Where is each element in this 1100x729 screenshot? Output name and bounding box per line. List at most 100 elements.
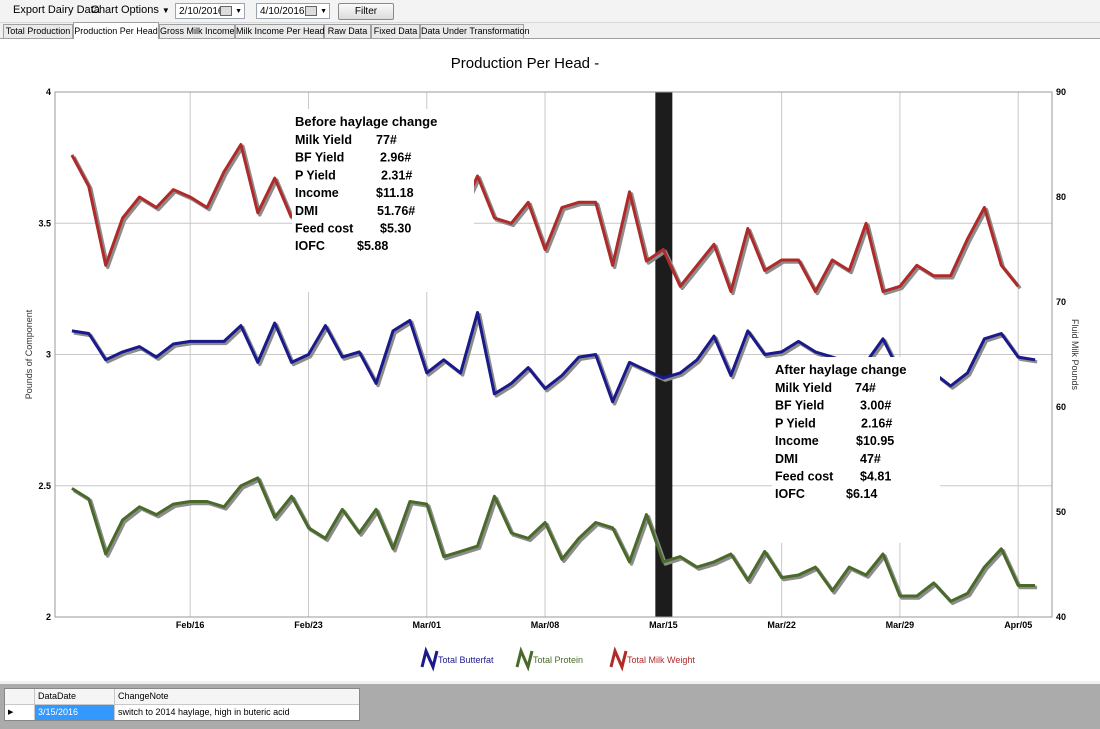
x-tick-label: Feb/23	[294, 620, 323, 630]
annotation-label: DMI	[295, 204, 318, 218]
end-date-picker[interactable]: 4/10/2016 ▼	[256, 3, 330, 19]
annotation-label: Milk Yield	[295, 133, 352, 147]
x-tick-label: Feb/16	[176, 620, 205, 630]
y-tick-label: 2	[46, 612, 51, 622]
tab-milk-income-per-head[interactable]: Milk Income Per Head	[235, 24, 325, 38]
annotation-title: Before haylage change	[295, 114, 437, 129]
annotation-value: $5.88	[357, 239, 388, 253]
y2-tick-label: 80	[1056, 192, 1066, 202]
tab-total-production[interactable]: Total Production	[3, 24, 73, 38]
tab-production-per-head[interactable]: Production Per Head	[73, 22, 159, 39]
annotation-value: $4.81	[860, 470, 891, 484]
y-tick-label: 3.5	[38, 218, 51, 228]
y2-tick-label: 40	[1056, 612, 1066, 622]
annotation-label: Feed cost	[295, 222, 354, 236]
legend: Total Butterfat Total Protein Total Milk W…	[420, 646, 695, 672]
annotation-label: DMI	[775, 452, 798, 466]
annotation-label: IOFC	[775, 487, 805, 501]
y-tick-label: 3	[46, 350, 51, 360]
annotation-label: BF Yield	[775, 399, 824, 413]
tab-fixed-data[interactable]: Fixed Data	[371, 24, 420, 38]
annotation-value: 2.31#	[381, 168, 412, 182]
series-line	[71, 476, 1036, 603]
annotation-label: Income	[775, 434, 819, 448]
chart-title: Production Per Head -	[451, 55, 599, 72]
annotation-label: P Yield	[295, 168, 336, 182]
annotation-value: 74#	[855, 381, 876, 395]
filter-button[interactable]: Filter	[338, 3, 394, 20]
column-header-datadate[interactable]: DataDate	[35, 689, 115, 704]
x-tick-label: Apr/05	[1004, 620, 1032, 630]
series-line	[70, 143, 293, 267]
series-shadow-line	[73, 312, 1038, 406]
legend-swatch-icon	[609, 646, 628, 672]
x-tick-label: Mar/08	[531, 620, 560, 630]
y2-axis-title: Fluid Milk Pounds	[1070, 319, 1080, 391]
x-tick-label: Mar/29	[886, 620, 915, 630]
cell-changenote[interactable]: switch to 2014 haylage, high in buteric …	[118, 707, 290, 717]
annotation-label: IOFC	[295, 239, 325, 253]
y2-tick-label: 90	[1056, 87, 1066, 97]
table-row[interactable]: ▶ 3/15/2016 switch to 2014 haylage, high…	[5, 705, 359, 720]
series-layer	[70, 143, 1038, 606]
legend-entry: Total Butterfat	[438, 655, 494, 665]
notes-grid: DataDate ChangeNote ▶ 3/15/2016 switch t…	[4, 688, 360, 721]
annotation-value: 3.00#	[860, 399, 891, 413]
annotation-box	[772, 357, 940, 543]
y2-tick-label: 70	[1056, 297, 1066, 307]
grid-header-row: DataDate ChangeNote	[5, 689, 359, 705]
annotation-value: 2.96#	[380, 151, 411, 165]
tab-strip: Total Production Production Per Head Gro…	[0, 22, 1100, 39]
chart-options-menu[interactable]: Chart Options ▼	[91, 4, 170, 16]
chevron-down-icon: ▼	[235, 8, 242, 15]
annotation-label: P Yield	[775, 416, 816, 430]
production-per-head-chart: Production Per Head - Before haylage cha…	[24, 55, 1080, 672]
legend-entry: Total Protein	[533, 655, 583, 665]
annotation-label: Milk Yield	[775, 381, 832, 395]
y-tick-label: 2.5	[38, 481, 51, 491]
y-axis-title: Pounds of Component	[24, 309, 34, 399]
annotation-value: 47#	[860, 452, 881, 466]
legend-swatch-icon	[420, 646, 439, 672]
row-pointer-icon: ▶	[5, 705, 35, 720]
annotation-label: Feed cost	[775, 470, 834, 484]
x-tick-label: Mar/01	[412, 620, 441, 630]
y2-tick-label: 60	[1056, 402, 1066, 412]
x-tick-label: Mar/22	[767, 620, 796, 630]
y-tick-label: 4	[46, 87, 51, 97]
start-date-picker[interactable]: 2/10/2016 ▼	[175, 3, 245, 19]
annotation-label: BF Yield	[295, 151, 344, 165]
annotation-box	[292, 109, 474, 292]
legend-entry: Total Milk Weight	[627, 655, 695, 665]
tab-gross-milk-income[interactable]: Gross Milk Income	[159, 24, 235, 38]
annotation-value: 2.16#	[861, 416, 892, 430]
annotation-label: Income	[295, 186, 339, 200]
change-marker-layer	[655, 92, 673, 617]
legend-swatch-icon	[515, 646, 534, 672]
cell-datadate[interactable]: 3/15/2016	[35, 705, 115, 720]
y2-tick-label: 50	[1056, 507, 1066, 517]
chevron-down-icon: ▼	[161, 6, 170, 15]
calendar-icon[interactable]	[305, 6, 317, 16]
export-dairy-data-button[interactable]: Export Dairy Data	[13, 4, 100, 16]
calendar-icon[interactable]	[220, 6, 232, 16]
annotation-value: $6.14	[846, 487, 877, 501]
row-header-corner	[5, 689, 35, 704]
annotation-value: $11.18	[376, 186, 414, 200]
series-line	[71, 311, 1036, 404]
annotation-value: 77#	[376, 133, 397, 147]
notes-grid-area: DataDate ChangeNote ▶ 3/15/2016 switch t…	[0, 684, 1100, 729]
toolbar: Export Dairy Data Chart Options ▼ 2/10/20…	[0, 0, 1100, 23]
x-tick-label: Mar/15	[649, 620, 678, 630]
chart-panel: Production Per Head - Before haylage cha…	[0, 38, 1100, 681]
column-header-changenote[interactable]: ChangeNote	[115, 689, 359, 704]
tab-raw-data[interactable]: Raw Data	[324, 24, 371, 38]
series-line	[459, 174, 1020, 293]
tab-data-under-transformation[interactable]: Data Under Transformation	[420, 24, 530, 38]
annotation-value: $5.30	[380, 222, 411, 236]
plot-frame	[54, 91, 1053, 618]
change-marker-bar	[655, 92, 673, 617]
axes-layer: 2 2.5 3 3.5 4 40 50 60 70 80 90 Feb/16 Feb/23 Mar/01 M…	[24, 87, 1080, 630]
annotation-layer: Before haylage change Milk Yield 77# BF Yie…	[292, 109, 940, 543]
chevron-down-icon: ▼	[320, 8, 327, 15]
